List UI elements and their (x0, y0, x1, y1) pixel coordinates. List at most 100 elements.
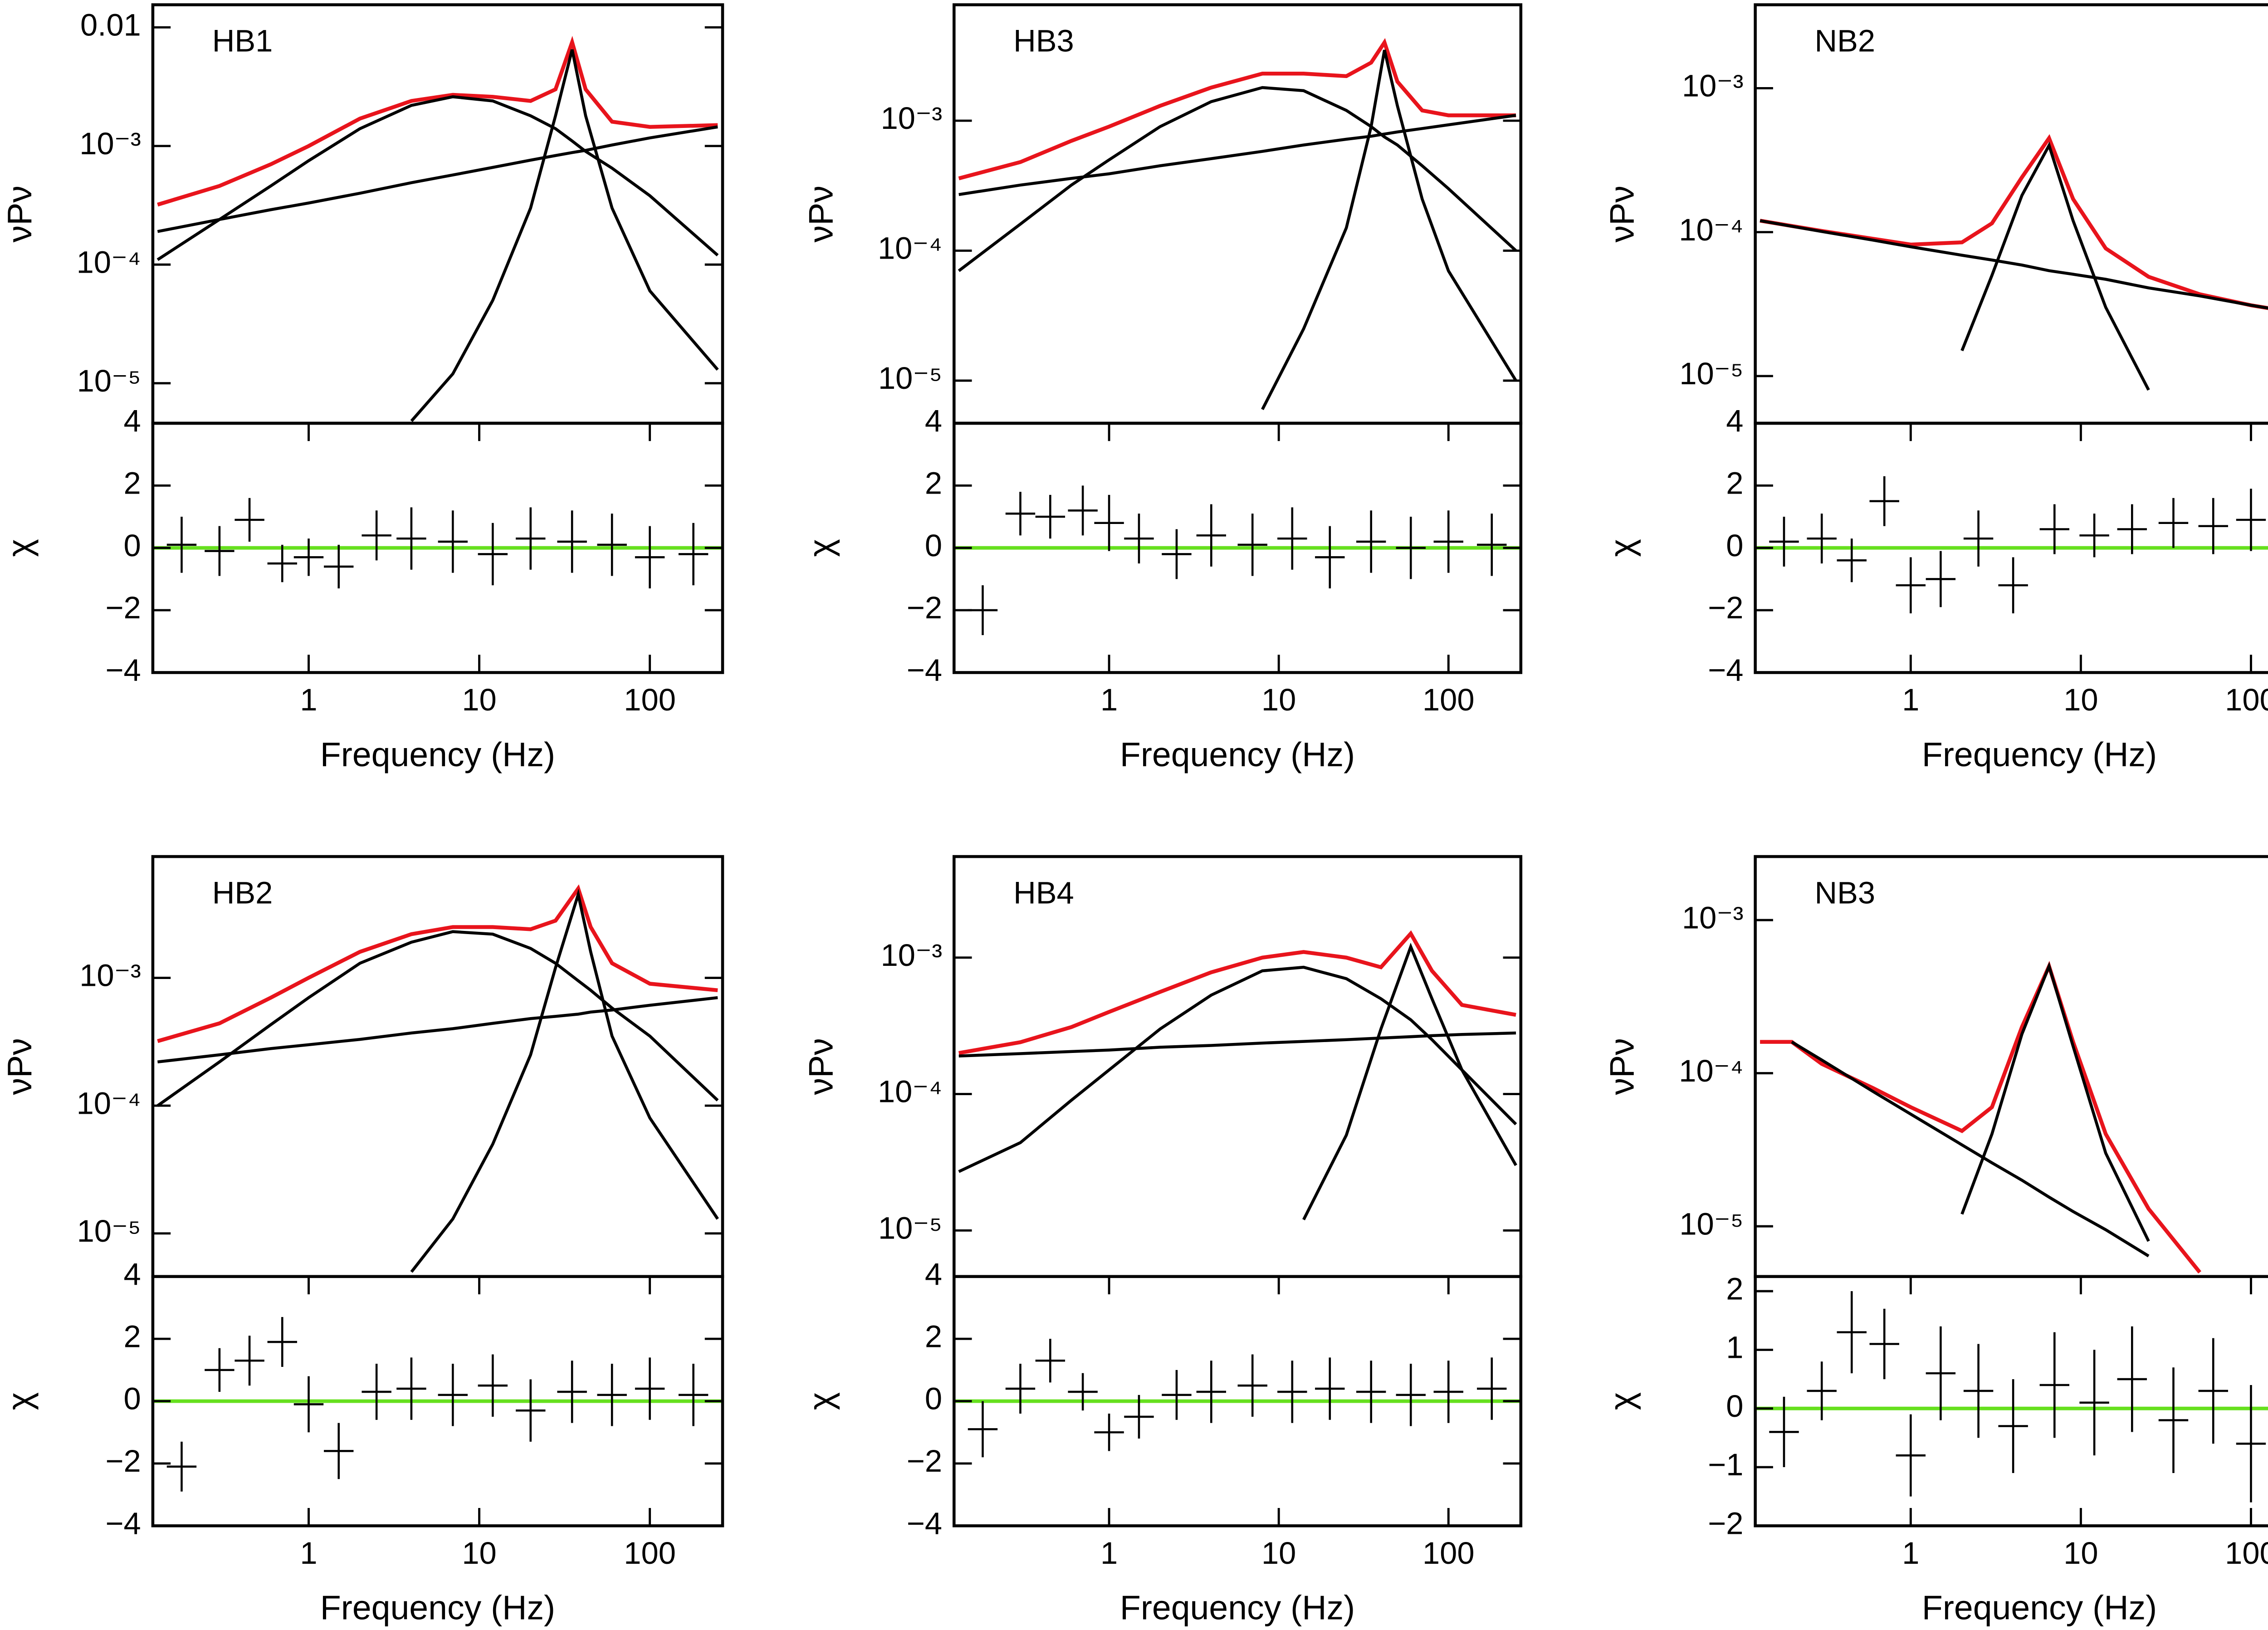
x-tick-label: 100 (2225, 1536, 2268, 1571)
y-tick-label: 2 (1726, 1271, 1743, 1306)
model-line (410, 888, 719, 1273)
x-tick-label: 10 (2063, 682, 2098, 717)
residual-panel: −4 −2 0 2 4 1 10 100 χ Frequency (Hz) (802, 403, 1523, 773)
residual-point (1005, 1364, 1036, 1414)
residual-point (1162, 529, 1192, 579)
y-axis-label: νPν (802, 1038, 840, 1095)
residual-point (1277, 507, 1307, 570)
residual-point (438, 1364, 468, 1426)
y-axis-label: νPν (1603, 1038, 1641, 1095)
x-axis-label: Frequency (Hz) (320, 735, 555, 773)
residual-point (2236, 489, 2266, 551)
y-tick-label: 1 (1726, 1330, 1743, 1365)
residual-point (1356, 1361, 1386, 1423)
residual-point (324, 1423, 354, 1479)
plot-area (152, 1317, 723, 1492)
residual-point (1926, 551, 1956, 607)
panel-label: NB2 (1814, 24, 1875, 59)
residual-point (1068, 1373, 1098, 1411)
y-tick-label: −2 (105, 1444, 141, 1478)
y-tick-label: −4 (1708, 653, 1743, 688)
x-axis-label: Frequency (Hz) (320, 1589, 555, 1627)
y-tick-label: 10⁻³ (1682, 69, 1744, 103)
plot-area (954, 1339, 1521, 1458)
residual-point (2236, 1385, 2266, 1503)
y-tick-label: 10⁻⁵ (878, 361, 942, 396)
residual-point (1094, 1414, 1124, 1451)
residual-point (235, 498, 264, 542)
residual-point (1035, 494, 1066, 539)
plot-area (958, 930, 1517, 1220)
model-line (958, 930, 1516, 1055)
x-tick-label: 10 (1261, 682, 1296, 717)
residual-point (1998, 557, 2028, 613)
y-tick-label: 10⁻³ (79, 126, 141, 161)
axes-frame (953, 1275, 1523, 1527)
residual-point (1807, 1361, 1837, 1420)
y-tick-label: −2 (907, 1444, 942, 1478)
x-tick-label: 10 (462, 1536, 496, 1571)
residual-point (166, 1441, 197, 1492)
residual-point (1094, 494, 1124, 551)
residual-point (1769, 517, 1799, 567)
y-tick-label: 0.01 (80, 7, 141, 42)
residual-point (2117, 504, 2147, 554)
residual-point (478, 1354, 508, 1417)
residual-point (2079, 1350, 2109, 1456)
residual-point (968, 585, 998, 636)
residual-point (635, 526, 665, 589)
y-tick-label: 4 (124, 1257, 141, 1292)
residual-panel: −4 −2 0 2 4 1 10 100 χ Frequency (Hz) (802, 1257, 1523, 1627)
residual-point (324, 544, 354, 589)
residual-point (1769, 1396, 1799, 1468)
panel-label: HB3 (1013, 24, 1074, 59)
model-line (1760, 219, 2268, 310)
y-tick-label: 10⁻⁵ (77, 363, 141, 398)
residual-point (1196, 504, 1227, 567)
x-tick-label: 10 (2063, 1536, 2098, 1571)
y-tick-label: −4 (105, 653, 141, 688)
x-tick-label: 1 (1902, 1536, 1919, 1571)
x-tick-label: 10 (462, 682, 496, 717)
residual-point (557, 1361, 587, 1423)
residual-point (293, 538, 324, 576)
residual-point (478, 523, 508, 586)
y-axis-label: χ (802, 1392, 840, 1410)
y-tick-label: 0 (925, 528, 942, 563)
residual-point (1869, 476, 1899, 526)
residual-point (1124, 514, 1154, 564)
axes-frame (1754, 3, 2268, 425)
residual-point (1396, 1364, 1426, 1426)
residual-point (1477, 1357, 1507, 1420)
y-tick-label: 10⁻⁴ (878, 1074, 942, 1109)
axes-frame (151, 855, 724, 1278)
spectrum-panel: 10⁻³ 10⁻⁴ 10⁻⁵ νPν HB4 (802, 855, 1523, 1278)
model-line (1760, 134, 2268, 310)
panel-label: HB1 (212, 24, 273, 59)
residual-point (1963, 1344, 1994, 1438)
y-axis-label: χ (1603, 1392, 1641, 1410)
spectrum-panel: 0.01 10⁻³ 10⁻⁴ 10⁻⁵ νPν HB1 (0, 3, 724, 425)
residual-point (1896, 1414, 1926, 1497)
y-tick-label: −4 (907, 1506, 942, 1541)
residual-point (1477, 514, 1507, 576)
residual-point (1005, 492, 1036, 536)
residual-point (678, 523, 709, 586)
y-tick-label: −2 (907, 590, 942, 625)
residual-point (2039, 504, 2070, 554)
model-line (157, 35, 718, 207)
spectrum-panel: 10⁻³ 10⁻⁴ 10⁻⁵ νPν NB2 (1603, 3, 2268, 425)
residual-point (267, 544, 297, 582)
panel-label: HB4 (1013, 875, 1074, 910)
y-tick-label: 0 (124, 528, 141, 563)
x-tick-label: 10 (1261, 1536, 1296, 1571)
residual-point (267, 1317, 297, 1367)
y-tick-label: 0 (1726, 528, 1743, 563)
y-tick-label: 10⁻⁴ (77, 1086, 141, 1121)
residual-point (293, 1376, 324, 1433)
model-line (1760, 960, 2201, 1274)
model-line (1960, 961, 2150, 1242)
model-line (1791, 1040, 2150, 1258)
residual-panel: −4 −2 0 2 4 1 10 100 χ Frequency (Hz) (0, 403, 724, 773)
